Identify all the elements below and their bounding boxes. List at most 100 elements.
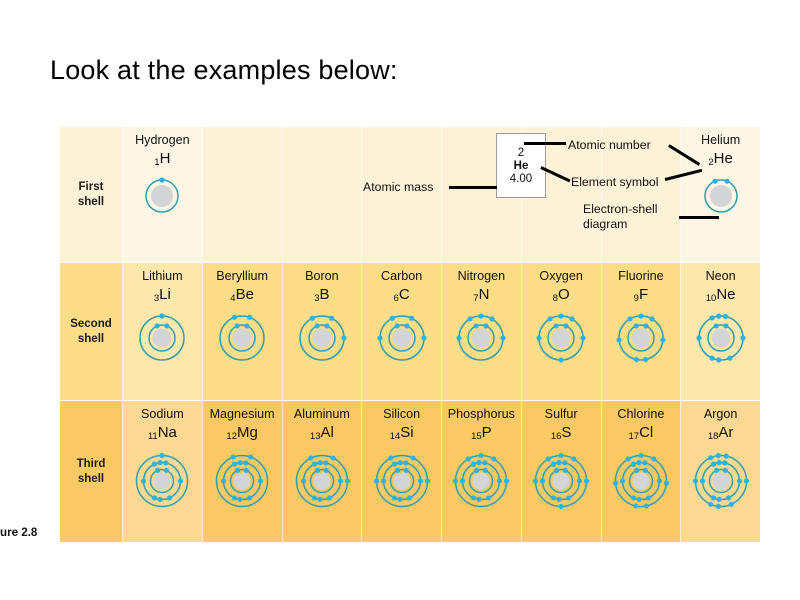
key-atomic-mass: 4.00 xyxy=(509,172,533,185)
element-symbol: Al xyxy=(320,423,334,441)
annotation-electron-shell-diagram: Electron-shell diagram xyxy=(583,202,658,231)
leader-line-atomic-mass xyxy=(449,186,497,189)
element-symbol: P xyxy=(481,423,492,441)
row-label-line1: Second xyxy=(70,317,112,330)
electron-shell-diagram-o xyxy=(532,309,590,367)
electron-shell-svg xyxy=(373,455,430,508)
element-cell-empty xyxy=(201,127,282,262)
element-atomic-number: 8 xyxy=(552,292,558,304)
element-symbol-with-atomic-number: 3Li xyxy=(154,285,171,305)
element-cell-empty xyxy=(600,127,681,262)
element-cell-empty xyxy=(281,127,362,262)
element-name: Sodium xyxy=(141,407,184,421)
electron-shell-diagram-be xyxy=(213,309,271,367)
element-symbol: Li xyxy=(159,285,171,303)
element-cell-na[interactable]: Sodium 11Na xyxy=(122,401,202,542)
element-symbol-with-atomic-number: 3B xyxy=(314,285,329,305)
element-symbol-with-atomic-number: 12Mg xyxy=(226,423,257,443)
element-symbol-with-atomic-number: 13Al xyxy=(310,423,334,443)
leader-line-shell-diagram xyxy=(679,216,719,219)
electron-shell-diagram-s xyxy=(527,447,595,515)
electron-shell-diagram-n xyxy=(452,309,510,367)
element-cell-o[interactable]: Oxygen 8O xyxy=(520,263,601,400)
element-cell-he[interactable]: Helium 2He xyxy=(680,127,760,262)
electron-shell-diagram-ne xyxy=(692,309,750,367)
shell-row-first-cells: Hydrogen 1H Helium 2He xyxy=(122,127,760,262)
element-symbol: He xyxy=(713,149,733,167)
electron-shell-svg xyxy=(612,453,669,509)
element-cell-p[interactable]: Phosphorus 15P xyxy=(441,401,521,542)
element-name: Argon xyxy=(703,407,738,421)
row-label-line1: First xyxy=(78,180,104,193)
element-name: Beryllium xyxy=(216,269,269,283)
element-name: Silicon xyxy=(383,407,421,421)
element-cell-be[interactable]: Beryllium 4Be xyxy=(201,263,282,400)
key-atomic-number: 2 xyxy=(517,146,525,159)
annotation-atomic-number: Atomic number xyxy=(568,138,651,152)
electron-shell-svg xyxy=(215,454,269,508)
element-symbol-with-atomic-number: 10Ne xyxy=(706,285,736,305)
element-atomic-number: 15 xyxy=(471,430,482,442)
element-cell-b[interactable]: Boron 3B xyxy=(281,263,362,400)
row-label-second: Second shell xyxy=(60,263,122,400)
electron-shell-figure: First shell Hydrogen 1H Helium 2He Second she… xyxy=(0,127,760,542)
element-cell-al[interactable]: Aluminum 13Al xyxy=(281,401,362,542)
page-title: Look at the examples below: xyxy=(50,55,398,85)
element-atomic-number: 16 xyxy=(550,430,562,442)
element-symbol: C xyxy=(398,285,410,303)
element-symbol-with-atomic-number: 15P xyxy=(471,423,492,443)
element-cell-n[interactable]: Nitrogen 7N xyxy=(441,263,521,400)
element-cell-empty xyxy=(441,127,521,262)
element-symbol-with-atomic-number: 6C xyxy=(394,285,410,305)
element-cell-cl[interactable]: Chlorine 17Cl xyxy=(600,401,681,542)
element-symbol-with-atomic-number: 11Na xyxy=(148,423,177,443)
electron-shell-diagram-si xyxy=(368,447,436,515)
element-symbol-with-atomic-number: 18Ar xyxy=(708,423,734,443)
element-cell-li[interactable]: Lithium 3Li xyxy=(122,263,202,400)
element-atomic-number: 17 xyxy=(628,430,640,442)
element-atomic-number: 18 xyxy=(707,430,719,442)
electron-shell-svg xyxy=(692,453,749,510)
element-cell-f[interactable]: Fluorine 9F xyxy=(600,263,681,400)
electron-shell-svg xyxy=(377,315,427,362)
element-name: Magnesium xyxy=(209,407,275,421)
element-symbol-with-atomic-number: 17Cl xyxy=(629,423,654,443)
element-atomic-number: 7 xyxy=(473,292,479,304)
element-cell-mg[interactable]: Magnesium 12Mg xyxy=(201,401,282,542)
element-symbol-with-atomic-number: 4Be xyxy=(230,285,254,305)
annotation-element-symbol: Element symbol xyxy=(571,175,659,189)
element-atomic-number: 3 xyxy=(314,292,320,304)
element-cell-si[interactable]: Silicon 14Si xyxy=(361,401,441,542)
electron-shell-svg xyxy=(696,313,746,363)
element-name: Carbon xyxy=(380,269,423,283)
electron-shell-svg xyxy=(616,313,666,363)
element-atomic-number: 11 xyxy=(147,430,158,442)
electron-shell-svg xyxy=(219,315,265,362)
element-cell-ar[interactable]: Argon 18Ar xyxy=(680,401,760,542)
row-label-first: First shell xyxy=(60,127,122,262)
row-label-line2: shell xyxy=(77,195,105,208)
electron-shell-diagram-p xyxy=(447,447,515,515)
element-name: Lithium xyxy=(142,269,183,283)
electron-shell-svg xyxy=(533,453,590,510)
element-atomic-number: 4 xyxy=(230,292,236,304)
electron-shell-diagram-f xyxy=(612,309,670,367)
electron-shell-svg xyxy=(703,178,738,214)
shell-row-third-cells: Sodium 11Na Magnesium 12Mg Aluminum 13Al Silic… xyxy=(122,401,760,542)
element-atomic-number: 13 xyxy=(309,430,321,442)
element-cell-ne[interactable]: Neon 10Ne xyxy=(680,263,760,400)
element-cell-empty xyxy=(361,127,441,262)
element-name: Hydrogen xyxy=(135,133,190,147)
electron-shell-diagram-b xyxy=(293,309,351,367)
element-cell-s[interactable]: Sulfur 16S xyxy=(520,401,601,542)
element-cell-c[interactable]: Carbon 6C xyxy=(361,263,441,400)
element-symbol: Na xyxy=(157,423,177,441)
element-cell-h[interactable]: Hydrogen 1H xyxy=(122,127,202,262)
electron-shell-svg xyxy=(139,313,186,362)
electron-shell-svg xyxy=(136,453,189,508)
element-symbol: H xyxy=(159,149,171,167)
element-name: Aluminum xyxy=(293,407,350,421)
element-symbol: B xyxy=(319,285,330,303)
element-symbol: F xyxy=(638,285,649,303)
